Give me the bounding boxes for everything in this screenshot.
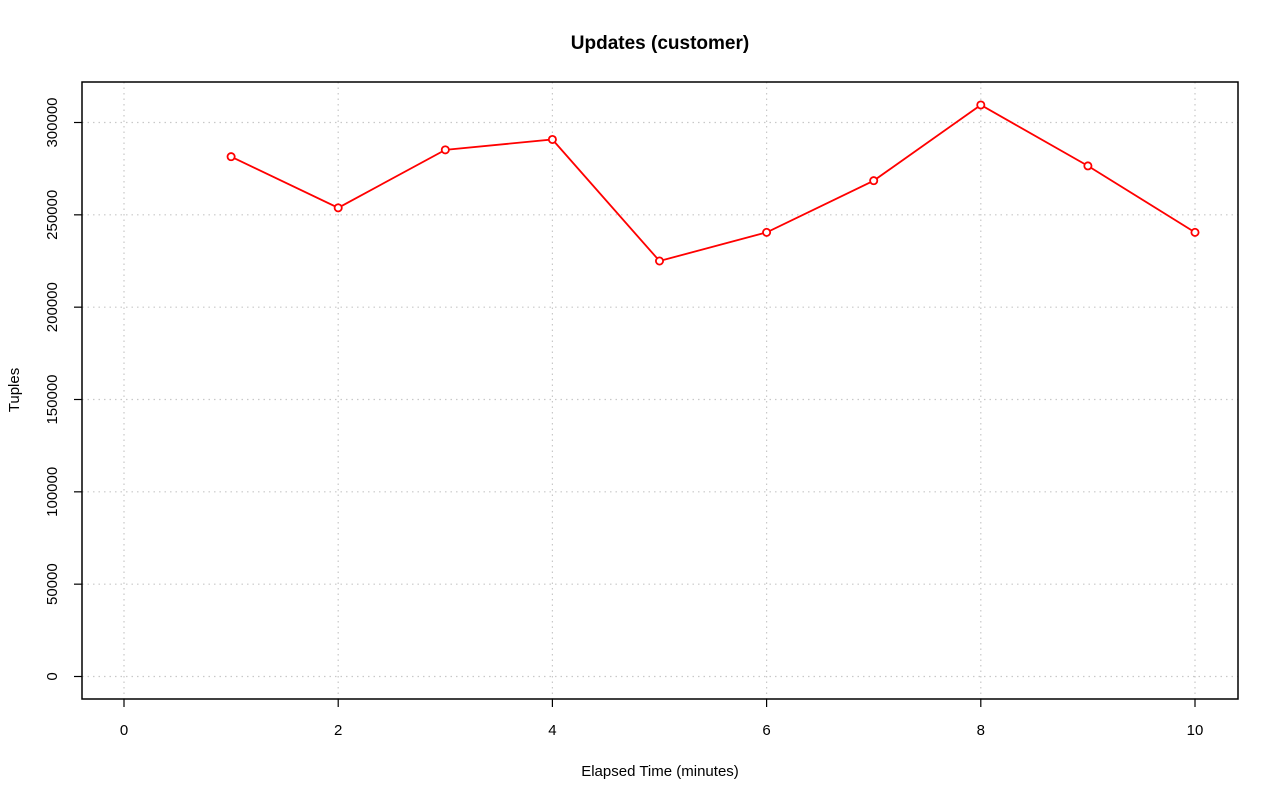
y-tick-label: 200000 xyxy=(44,282,61,332)
x-tick-label: 2 xyxy=(334,722,342,739)
data-point xyxy=(440,145,450,155)
y-tick-label: 0 xyxy=(44,672,61,680)
y-tick-label: 100000 xyxy=(44,467,61,517)
data-point xyxy=(976,100,986,110)
data-point xyxy=(869,176,879,186)
x-axis-label: Elapsed Time (minutes) xyxy=(581,763,739,780)
x-tick-label: 6 xyxy=(762,722,770,739)
grid xyxy=(82,82,1238,699)
x-tick-label: 10 xyxy=(1187,722,1204,739)
x-tick-label: 4 xyxy=(548,722,556,739)
plot-frame xyxy=(81,81,1239,700)
axes: 0 2 4 6 8 10 0 50000 100000 150000 200000 250000 300… xyxy=(44,97,1203,739)
data-point xyxy=(226,152,236,162)
series-layer xyxy=(226,100,1200,266)
data-point xyxy=(333,203,343,213)
data-point xyxy=(1190,227,1200,237)
data-point xyxy=(762,227,772,237)
x-tick-label: 0 xyxy=(120,722,128,739)
data-point xyxy=(655,256,665,266)
y-tick-label: 250000 xyxy=(44,190,61,240)
x-tick-label: 8 xyxy=(977,722,985,739)
y-axis-label: Tuples xyxy=(6,368,23,412)
chart-title: Updates (customer) xyxy=(571,33,749,54)
data-point xyxy=(547,134,557,144)
y-tick-label: 300000 xyxy=(44,97,61,147)
y-tick-label: 50000 xyxy=(44,563,61,605)
series-line xyxy=(230,103,1196,263)
data-point xyxy=(1083,161,1093,171)
y-tick-label: 150000 xyxy=(44,374,61,424)
